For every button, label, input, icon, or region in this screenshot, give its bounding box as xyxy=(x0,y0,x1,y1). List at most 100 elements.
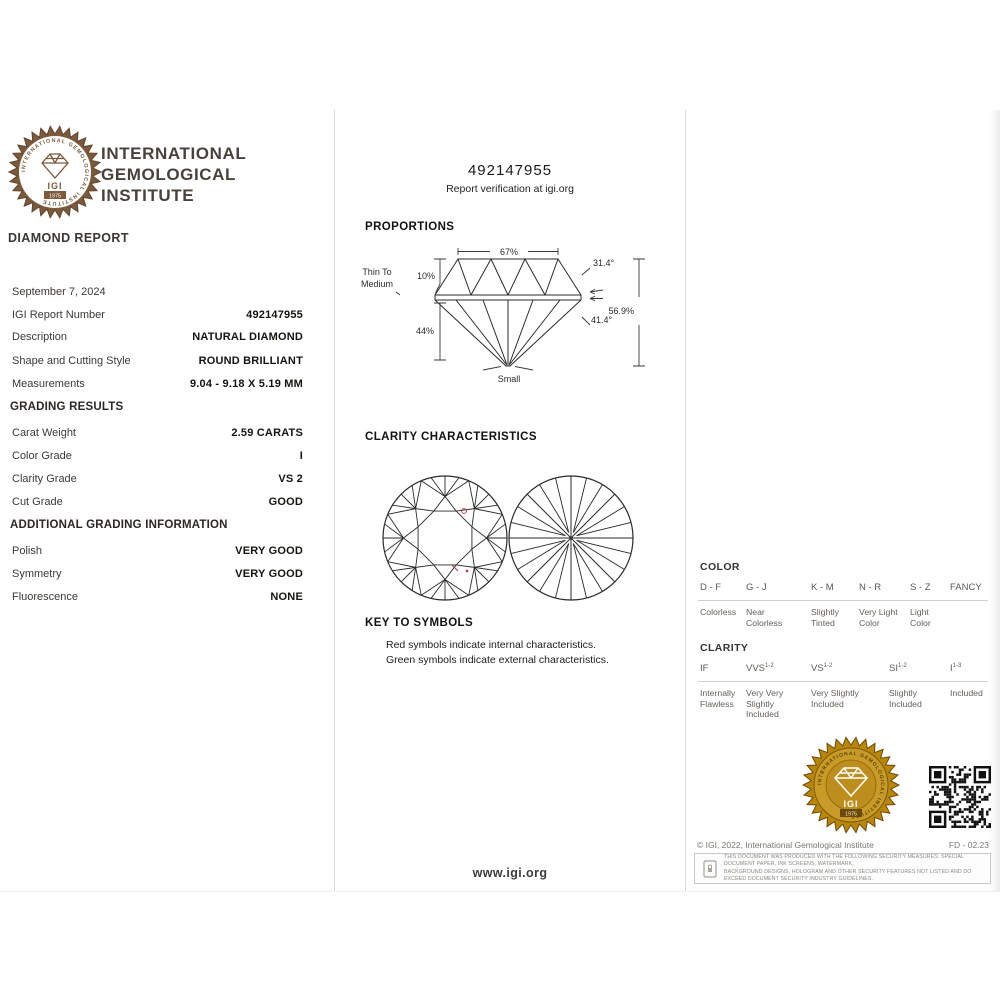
field-value: NATURAL DIAMOND xyxy=(192,331,303,343)
panel-divider-right xyxy=(685,110,686,891)
girdle-label-2: Medium xyxy=(361,279,393,289)
grading-row: Carat Weight 2.59 CARATS xyxy=(12,427,303,439)
clarity-grade-desc: Very Slightly Included xyxy=(811,688,859,709)
crown-view-plot xyxy=(382,475,508,601)
website-url: www.igi.org xyxy=(472,866,548,880)
girdle-label-1: Thin To xyxy=(362,267,391,277)
seal-igi-text: IGI xyxy=(47,181,62,191)
field-label: Color Grade xyxy=(12,450,72,462)
field-value: 2.59 CARATS xyxy=(231,427,303,439)
report-type-title: DIAMOND REPORT xyxy=(8,231,129,245)
seal-year-text: 1975 xyxy=(49,194,61,200)
color-grade-desc: Near Colorless xyxy=(746,607,783,628)
color-grade-range: K - M xyxy=(811,582,834,593)
field-label: Clarity Grade xyxy=(12,473,77,485)
pavilion-angle-label: 41.4° xyxy=(591,315,613,325)
color-scale-header: COLOR xyxy=(700,561,740,573)
proportions-header: PROPORTIONS xyxy=(365,221,455,233)
pavilion-view-plot xyxy=(508,475,634,601)
clarity-scale-header: CLARITY xyxy=(700,642,749,654)
report-field-row: Measurements 9.04 - 9.18 X 5.19 MM xyxy=(12,378,303,390)
field-label: Cut Grade xyxy=(12,496,63,508)
additional-row: Polish VERY GOOD xyxy=(12,545,303,557)
total-depth-label: 56.9% xyxy=(608,306,634,316)
culet-label: Small xyxy=(498,374,521,384)
field-value: I xyxy=(299,450,303,462)
table-pct-label: 67% xyxy=(500,247,518,257)
field-label: Symmetry xyxy=(12,568,62,580)
scan-edge-right xyxy=(990,110,1000,891)
report-field-row: Description NATURAL DIAMOND xyxy=(12,331,303,343)
color-grade-range: N - R xyxy=(859,582,882,593)
seal-year-text: 1975 xyxy=(845,812,857,818)
clarity-grade-desc: Included xyxy=(950,688,983,698)
seal-igi-text: IGI xyxy=(843,799,858,809)
proportions-diagram: 67% 10% Thin To Medium 44% 31.4° 41.4° 5… xyxy=(361,247,645,384)
security-notice-box: THIS DOCUMENT WAS PRODUCED WITH THE FOLL… xyxy=(694,853,991,884)
field-label: IGI Report Number xyxy=(12,309,105,321)
color-grade-range: S - Z xyxy=(910,582,931,593)
key-line-internal: Red symbols indicate internal characteri… xyxy=(386,639,597,651)
report-field-row: IGI Report Number 492147955 xyxy=(12,309,303,321)
field-label: Description xyxy=(12,331,68,343)
color-grade-range: G - J xyxy=(746,582,767,593)
field-value: GOOD xyxy=(268,496,303,508)
color-grade-desc: Light Color xyxy=(910,607,931,628)
org-title: INTERNATIONAL GEMOLOGICAL INSTITUTE xyxy=(101,144,247,205)
clarity-grade-code: VS1-2 xyxy=(811,663,833,675)
pavilion-depth-label: 44% xyxy=(416,326,434,336)
key-to-symbols-header: KEY TO SYMBOLS xyxy=(365,617,474,629)
clarity-grade-code: I1-3 xyxy=(950,663,962,675)
clarity-grade-desc: Very Very Slightly Included xyxy=(746,688,784,719)
field-label: Polish xyxy=(12,545,42,557)
crown-angle-label: 31.4° xyxy=(593,258,615,268)
field-value: VERY GOOD xyxy=(235,568,303,580)
color-grade-desc: Slightly Tinted xyxy=(811,607,840,628)
report-date: September 7, 2024 xyxy=(12,286,106,298)
clarity-scale-rule xyxy=(698,681,988,682)
clarity-grade-code: VVS1-2 xyxy=(746,663,774,675)
qr-code xyxy=(929,766,991,828)
seal-diamond-icon xyxy=(833,767,869,798)
color-grade-desc: Colorless xyxy=(700,607,737,617)
field-value: 492147955 xyxy=(246,309,303,321)
color-grade-desc: Very Light Color xyxy=(859,607,898,628)
field-label: Measurements xyxy=(12,378,85,390)
copyright-text: © IGI, 2022, International Gemological I… xyxy=(697,840,874,850)
clarity-plot-diagram xyxy=(382,475,634,601)
panel-divider-left xyxy=(334,110,335,891)
seal-diamond-icon xyxy=(41,153,69,179)
field-value: 9.04 - 9.18 X 5.19 MM xyxy=(189,378,303,390)
report-number-display: 492147955 xyxy=(467,162,553,179)
grading-row: Color Grade I xyxy=(12,450,303,462)
igi-logo-seal: INTERNATIONAL GEMOLOGICAL INSTITUTE IGI … xyxy=(8,125,102,219)
igi-hologram-seal: INTERNATIONAL GEMOLOGICAL INSTITUTE IGI … xyxy=(802,736,900,834)
color-grade-range: FANCY xyxy=(950,582,982,593)
clarity-grade-desc: Slightly Included xyxy=(889,688,922,709)
color-scale-rule xyxy=(698,600,988,601)
security-document-icon xyxy=(703,859,717,878)
clarity-grade-code: SI1-2 xyxy=(889,663,907,675)
color-grade-range: D - F xyxy=(700,582,722,593)
additional-grading-header: ADDITIONAL GRADING INFORMATION xyxy=(10,519,228,531)
field-label: Shape and Cutting Style xyxy=(12,355,131,367)
field-value: NONE xyxy=(270,591,303,603)
crown-height-label: 10% xyxy=(417,271,435,281)
grading-row: Clarity Grade VS 2 xyxy=(12,473,303,485)
field-label: Fluorescence xyxy=(12,591,79,603)
key-line-external: Green symbols indicate external characte… xyxy=(386,654,609,666)
report-field-row: Shape and Cutting Style ROUND BRILLIANT xyxy=(12,355,303,367)
additional-row: Fluorescence NONE xyxy=(12,591,303,603)
scan-edge-bottom xyxy=(0,891,1000,892)
security-text-line1: THIS DOCUMENT WAS PRODUCED WITH THE FOLL… xyxy=(724,853,964,868)
field-value: ROUND BRILLIANT xyxy=(198,355,303,367)
field-label: Carat Weight xyxy=(12,427,76,439)
field-value: VS 2 xyxy=(278,473,303,485)
clarity-grade-code: IF xyxy=(700,663,709,675)
grading-row: Cut Grade GOOD xyxy=(12,496,303,508)
report-verification-note: Report verification at igi.org xyxy=(446,183,574,195)
clarity-grade-desc: Internally Flawless xyxy=(700,688,736,709)
security-text-line2: BACKGROUND DESIGNS, HOLOGRAM AND OTHER S… xyxy=(724,868,972,883)
form-code: FD - 02.23 xyxy=(948,840,989,850)
